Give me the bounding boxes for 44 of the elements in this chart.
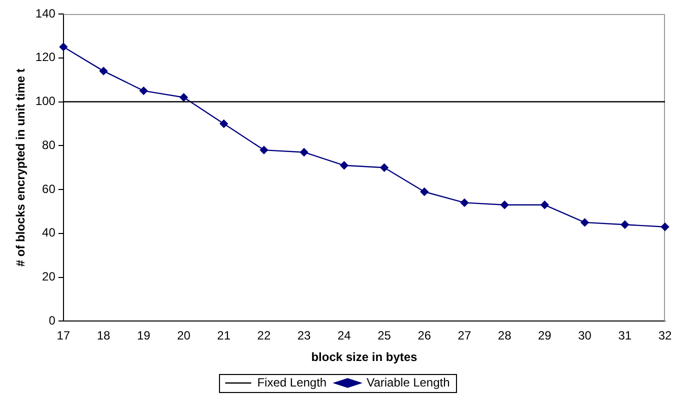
legend-label: Variable Length <box>366 375 450 390</box>
point <box>380 164 388 172</box>
point <box>180 93 188 102</box>
x-tick-label: 20 <box>177 328 191 343</box>
x-tick-label: 31 <box>618 328 632 343</box>
x-tick-label: 25 <box>378 328 392 343</box>
point <box>660 222 670 231</box>
x-tick-label: 18 <box>96 328 111 343</box>
x-axis-title: block size in bytes <box>311 350 418 364</box>
legend-label: Fixed Length <box>257 375 327 390</box>
x-tick-label: 22 <box>257 328 271 343</box>
y-tick-label: 140 <box>35 6 56 20</box>
point <box>220 120 228 128</box>
point <box>260 146 268 154</box>
y-tick-label: 0 <box>48 314 56 328</box>
point <box>460 198 469 207</box>
x-tick-label: 30 <box>578 328 592 343</box>
x-tick-label: 26 <box>418 328 432 343</box>
point <box>540 200 549 210</box>
point <box>340 161 348 170</box>
y-tick-label: 120 <box>35 50 56 64</box>
x-tick-label: 21 <box>217 328 231 343</box>
x-tick-label: 32 <box>658 328 672 343</box>
y-axis-title: # of blocks encrypted in unit time t <box>14 68 28 267</box>
point <box>580 218 589 227</box>
point <box>620 220 629 229</box>
y-tick-label: 20 <box>42 270 56 284</box>
y-tick-label: 100 <box>35 94 56 108</box>
point <box>99 66 108 76</box>
x-tick-label: 27 <box>458 328 472 343</box>
point <box>300 148 308 156</box>
y-tick-label: 60 <box>42 182 56 196</box>
x-tick-label: 29 <box>538 328 552 343</box>
point <box>500 200 509 210</box>
x-tick-label: 28 <box>498 328 512 343</box>
point <box>140 86 148 95</box>
point <box>420 188 428 196</box>
x-tick-label: 24 <box>337 328 352 343</box>
point <box>59 42 68 52</box>
x-tick-label: 19 <box>136 328 151 343</box>
x-tick-label: 17 <box>56 328 70 343</box>
y-tick-label: 80 <box>42 138 56 152</box>
x-tick-label: 23 <box>297 328 312 343</box>
y-tick-label: 40 <box>42 226 56 240</box>
